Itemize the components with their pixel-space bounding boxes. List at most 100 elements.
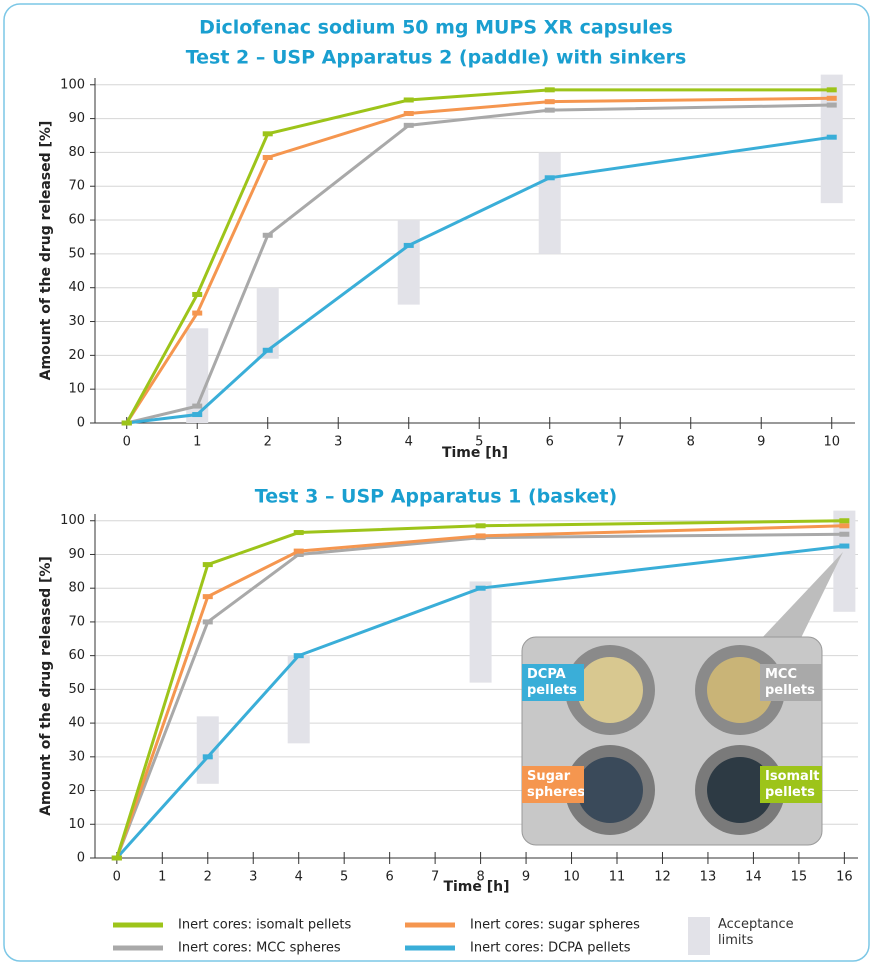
x-tick-label: 2: [204, 870, 212, 885]
data-point: [293, 530, 304, 536]
y-tick-label: 100: [60, 513, 85, 528]
chart-title: Diclofenac sodium 50 mg MUPS XR capsules: [199, 17, 673, 39]
x-tick-label: 3: [334, 435, 342, 450]
data-point: [544, 99, 555, 105]
series-line: [126, 135, 832, 425]
y-tick-label: 60: [68, 648, 85, 663]
data-point: [202, 754, 213, 760]
acceptance-limit: [186, 328, 209, 423]
y-tick-label: 0: [77, 416, 85, 431]
acceptance-limit: [469, 581, 492, 683]
acceptance-limit: [287, 655, 310, 744]
data-point: [262, 154, 273, 160]
x-tick-label: 8: [687, 435, 695, 450]
x-axis-label: Time [h]: [442, 445, 508, 461]
data-point: [262, 232, 273, 238]
x-tick-label: 5: [475, 435, 483, 450]
data-point: [192, 403, 203, 409]
data-point: [839, 518, 850, 524]
legend-label: Inert cores: MCC spheres: [178, 941, 341, 956]
data-point: [826, 95, 837, 101]
data-point: [111, 855, 122, 861]
data-point: [403, 111, 414, 117]
x-axis-label: Time [h]: [443, 879, 509, 895]
inset-label-text: Sugar spheres: [522, 766, 584, 804]
y-tick-label: 10: [68, 817, 85, 832]
x-tick-label: 6: [386, 870, 394, 885]
y-tick-label: 100: [60, 77, 85, 92]
x-tick-label: 16: [836, 870, 853, 885]
y-tick-label: 20: [68, 783, 85, 798]
data-point: [192, 412, 203, 418]
acceptance-limit: [256, 287, 279, 359]
series-line: [125, 88, 832, 424]
x-tick-label: 6: [546, 435, 554, 450]
y-tick-label: 40: [68, 280, 85, 295]
legend-label: Acceptance limits: [718, 917, 794, 948]
data-point: [202, 619, 213, 625]
data-point: [839, 523, 850, 529]
x-tick-label: 2: [264, 435, 272, 450]
data-point: [475, 523, 486, 529]
legend-label-text: Acceptance limits: [718, 917, 794, 948]
y-tick-label: 80: [68, 145, 85, 160]
x-tick-label: 9: [522, 870, 530, 885]
inset-label-text: Isomalt pellets: [760, 766, 822, 804]
x-tick-label: 9: [757, 435, 765, 450]
acceptance-limit: [538, 152, 561, 254]
x-tick-label: 12: [654, 870, 671, 885]
data-point: [544, 175, 555, 181]
y-tick-label: 70: [68, 179, 85, 194]
legend-label: Inert cores: isomalt pellets: [178, 918, 351, 933]
y-tick-label: 20: [68, 348, 85, 363]
x-tick-label: 1: [193, 435, 201, 450]
acceptance-limit: [397, 220, 420, 305]
inset-label: Sugar spheres: [522, 766, 584, 804]
data-point: [121, 420, 132, 426]
y-tick-label: 30: [68, 749, 85, 764]
x-tick-label: 14: [745, 870, 762, 885]
data-point: [192, 291, 203, 297]
y-tick-label: 10: [68, 382, 85, 397]
data-point: [839, 531, 850, 537]
x-tick-label: 1: [158, 870, 166, 885]
data-point: [403, 242, 414, 248]
data-point: [403, 122, 414, 128]
y-tick-label: 60: [68, 213, 85, 228]
data-point: [403, 97, 414, 103]
data-point: [192, 310, 203, 316]
inset-label: DCPA pellets: [522, 664, 584, 702]
data-point: [826, 87, 837, 93]
legend-label: Inert cores: sugar spheres: [470, 918, 640, 933]
x-tick-label: 0: [113, 870, 121, 885]
data-point: [475, 533, 486, 539]
x-tick-label: 15: [791, 870, 808, 885]
y-tick-label: 50: [68, 682, 85, 697]
data-point: [293, 548, 304, 554]
series-line: [125, 96, 832, 424]
chart-title: Test 3 – USP Apparatus 1 (basket): [255, 486, 617, 508]
data-point: [826, 134, 837, 140]
acceptance-limit: [833, 510, 856, 612]
series-line: [126, 103, 832, 425]
y-tick-label: 40: [68, 716, 85, 731]
data-point: [202, 562, 213, 568]
y-tick-label: 0: [77, 851, 85, 866]
inset-label: Isomalt pellets: [760, 766, 822, 804]
x-tick-label: 13: [700, 870, 717, 885]
y-axis-label: Amount of the drug released [%]: [38, 556, 54, 816]
y-tick-label: 80: [68, 581, 85, 596]
inset-label: MCC pellets: [760, 664, 822, 702]
x-tick-label: 10: [823, 435, 840, 450]
data-point: [262, 347, 273, 353]
y-tick-label: 30: [68, 314, 85, 329]
data-point: [293, 551, 304, 557]
data-point: [826, 102, 837, 108]
x-tick-label: 10: [563, 870, 580, 885]
x-tick-label: 7: [431, 870, 439, 885]
y-tick-label: 70: [68, 614, 85, 629]
data-point: [544, 107, 555, 113]
y-tick-label: 50: [68, 246, 85, 261]
data-point: [293, 653, 304, 659]
data-point: [202, 594, 213, 600]
